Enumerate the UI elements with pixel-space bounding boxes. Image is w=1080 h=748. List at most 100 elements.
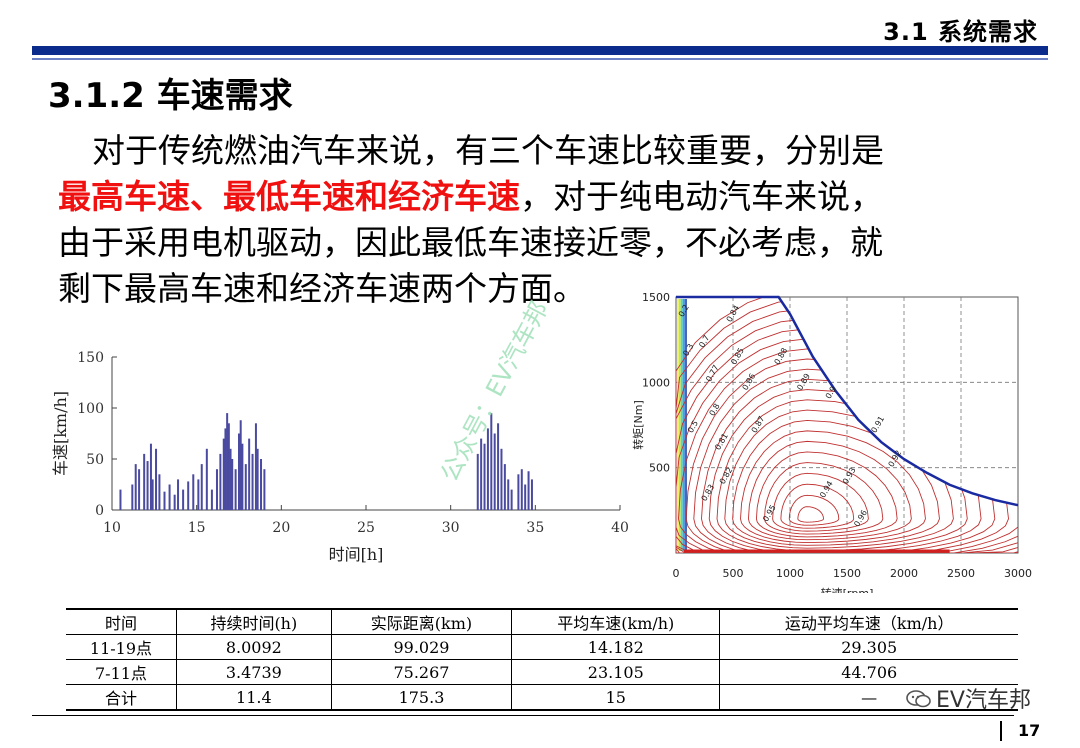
speed-bar <box>149 443 152 510</box>
y-axis-label: 车速[km/h] <box>51 391 70 476</box>
table-cell: 99.029 <box>330 634 512 660</box>
speed-bar <box>177 479 180 510</box>
speed-bar <box>263 469 266 510</box>
speed-bar <box>205 448 208 510</box>
speed-bar <box>486 428 489 510</box>
body-line-2: 最高车速、最低车速和经济车速，对于纯电动汽车来说， <box>58 174 1048 220</box>
x-axis-label: 转速[rpm] <box>821 586 874 593</box>
page-separator <box>1000 721 1002 741</box>
speed-bar <box>256 448 259 510</box>
speed-bar <box>490 413 493 510</box>
table-header-cell: 平均车速(km/h) <box>511 608 720 635</box>
header-rule <box>32 46 1048 55</box>
speed-bar <box>239 420 242 510</box>
brand-logo: EV汽车邦 <box>906 682 1031 714</box>
speed-bar <box>187 481 190 510</box>
x-tick-label: 40 <box>611 520 629 536</box>
speed-bar <box>215 469 218 510</box>
table-cell: — <box>719 684 1018 711</box>
speed-bar <box>146 461 149 510</box>
x-tick-label: 3000 <box>1004 567 1032 580</box>
table-cell: 29.305 <box>719 634 1018 660</box>
speed-bar <box>530 479 533 510</box>
y-tick-label: 1000 <box>642 376 670 389</box>
x-tick-label: 2000 <box>890 567 918 580</box>
table-row: 合计 11.4 175.3 15 — <box>66 684 1018 711</box>
table-cell: 合计 <box>66 684 177 711</box>
table-header-cell: 时间 <box>66 608 177 635</box>
table-cell: 14.182 <box>511 634 720 660</box>
speed-bar <box>234 469 237 510</box>
max-torque-curve <box>676 295 1019 507</box>
speed-bar <box>251 453 254 510</box>
table-cell: 44.706 <box>719 659 1018 685</box>
efficiency-contour <box>788 494 840 526</box>
speed-bar <box>527 471 530 510</box>
x-tick-label: 10 <box>103 520 121 536</box>
x-tick-label: 35 <box>526 520 544 536</box>
low-eff-band <box>677 299 679 551</box>
x-tick-label: 2500 <box>947 567 975 580</box>
table-row: 7-11点 3.4739 75.267 23.105 44.706 <box>66 659 1018 685</box>
header-rule-thin <box>32 58 1048 60</box>
speed-bar <box>524 484 527 510</box>
speed-bar <box>227 423 230 510</box>
table-cell: 75.267 <box>330 659 512 685</box>
speed-bar <box>131 484 134 510</box>
table-cell: 15 <box>511 684 720 711</box>
efficiency-contour <box>772 472 869 532</box>
y-tick-label: 50 <box>86 452 104 468</box>
x-tick-label: 15 <box>188 520 206 536</box>
efficiency-contour <box>764 462 884 535</box>
x-tick-label: 25 <box>357 520 375 536</box>
speed-bar <box>229 448 232 510</box>
efficiency-contour <box>797 506 824 523</box>
speed-bar <box>222 438 225 510</box>
speed-bar <box>493 433 496 510</box>
speed-bar <box>155 448 158 510</box>
table-cell: 7-11点 <box>66 659 177 685</box>
slide-title: 3.1.2 车速需求 <box>48 76 293 116</box>
table-row: 11-19点 8.0092 99.029 14.182 29.305 <box>66 634 1018 660</box>
footer-rule <box>32 715 1014 716</box>
speed-bar <box>254 423 257 510</box>
body-line-1: 对于传统燃油汽车来说，有三个车速比较重要，分别是 <box>92 131 884 170</box>
speed-bar <box>248 438 251 510</box>
table-cell: 11.4 <box>175 684 332 711</box>
speed-bar <box>241 443 244 510</box>
y-tick-label: 500 <box>649 462 670 475</box>
speed-bar <box>520 469 523 510</box>
body-line-2-rest: ，对于纯电动汽车来说， <box>520 177 883 216</box>
low-eff-band <box>679 299 681 551</box>
speed-bar <box>173 494 176 510</box>
y-axis-label: 转矩[Nm] <box>631 400 645 450</box>
speed-bar <box>143 453 146 510</box>
speed-bar <box>182 489 185 510</box>
efficiency-map-chart: 0 500 1000 1500 2000 2500 3000500100015000.20.… <box>631 291 1032 593</box>
table-header-cell: 运动平均车速（km/h） <box>719 608 1018 635</box>
page-number: 17 <box>1018 721 1041 740</box>
table-cell: 11-19点 <box>66 634 177 660</box>
y-tick-label: 0 <box>95 503 104 519</box>
table-header-row: 时间 持续时间(h) 实际距离(km) 平均车速(km/h) 运动平均车速（km… <box>66 608 1018 635</box>
speed-bar <box>210 489 213 510</box>
speed-bar <box>507 479 510 510</box>
speed-bar <box>510 489 513 510</box>
speed-bar <box>476 453 479 510</box>
speed-bar <box>163 491 166 510</box>
speed-bar <box>480 438 483 510</box>
speed-bar <box>138 469 141 510</box>
table-header-cell: 持续时间(h) <box>175 608 332 635</box>
brand-name: EV汽车邦 <box>936 688 1031 713</box>
low-eff-band <box>685 299 687 551</box>
table-cell: 23.105 <box>511 659 720 685</box>
speed-bar <box>238 433 240 510</box>
speed-bar <box>517 474 520 510</box>
speed-bar <box>483 443 486 510</box>
y-tick-label: 1500 <box>642 291 670 304</box>
wechat-icon <box>906 690 931 708</box>
speed-bar <box>244 464 247 510</box>
speed-bar <box>192 474 195 510</box>
table-cell: 3.4739 <box>175 659 332 685</box>
speed-bar <box>497 423 500 510</box>
